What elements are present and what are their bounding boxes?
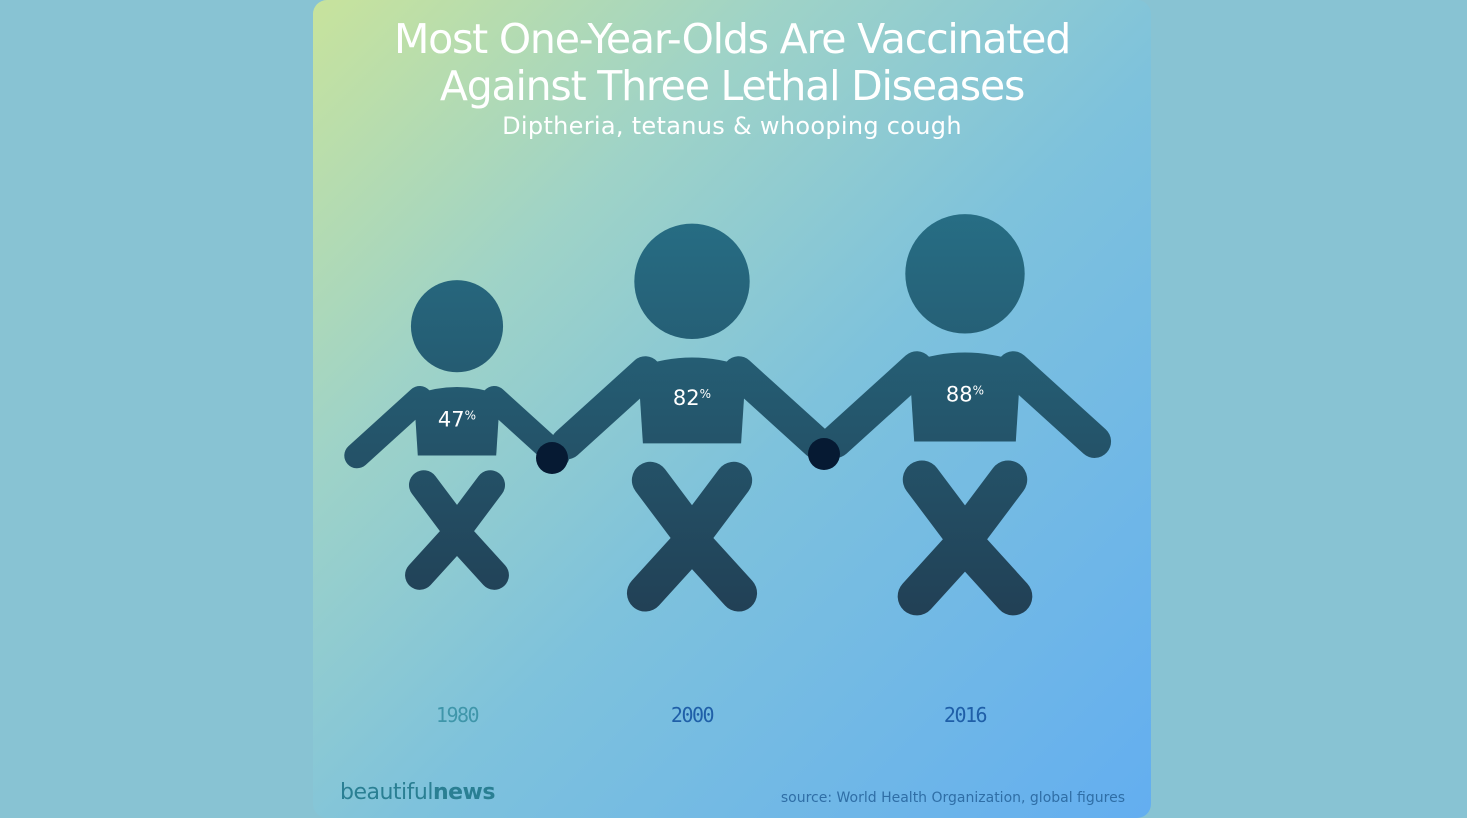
baby-figure bbox=[550, 223, 834, 612]
infographic-card: Most One-Year-Olds Are Vaccinated Against… bbox=[313, 0, 1151, 818]
source-note: source: World Health Organization, globa… bbox=[780, 790, 1125, 806]
held-hands bbox=[536, 442, 568, 474]
baby-figures-chart: 47% 1980 82% 2000 88% 2016 bbox=[344, 214, 1112, 727]
brand-logo: beautifulnews bbox=[340, 780, 495, 805]
baby-torso bbox=[413, 386, 501, 456]
baby-head bbox=[410, 280, 504, 373]
baby-leg bbox=[440, 470, 509, 590]
baby-arm bbox=[344, 385, 433, 469]
data-label: 82% bbox=[673, 386, 711, 410]
x-tick-label: 1980 bbox=[436, 703, 479, 727]
brand-logo-regular: beautiful bbox=[340, 780, 433, 805]
baby-head bbox=[905, 214, 1025, 334]
baby-leg bbox=[671, 461, 758, 612]
held-hands bbox=[808, 438, 840, 470]
chart-title: Most One-Year-Olds Are Vaccinated Against… bbox=[313, 16, 1151, 110]
baby-torso bbox=[909, 352, 1021, 442]
chart-subtitle: Diptheria, tetanus & whooping cough bbox=[502, 112, 962, 140]
chart-title-text: Most One-Year-Olds Are Vaccinated Against… bbox=[393, 15, 1071, 110]
baby-arm bbox=[550, 356, 662, 460]
x-tick-label: 2016 bbox=[944, 703, 987, 727]
baby-leg bbox=[943, 460, 1033, 616]
x-tick-label: 2000 bbox=[671, 703, 714, 727]
data-label: 88% bbox=[946, 383, 984, 407]
brand-logo-bold: news bbox=[432, 780, 496, 805]
baby-torso bbox=[637, 357, 747, 444]
baby-head bbox=[634, 223, 750, 340]
baby-figure bbox=[344, 280, 570, 590]
baby-arm bbox=[722, 356, 834, 460]
baby-figure bbox=[818, 214, 1112, 616]
baby-arm bbox=[996, 351, 1112, 458]
data-label: 47% bbox=[438, 407, 476, 431]
baby-arm bbox=[818, 351, 934, 458]
